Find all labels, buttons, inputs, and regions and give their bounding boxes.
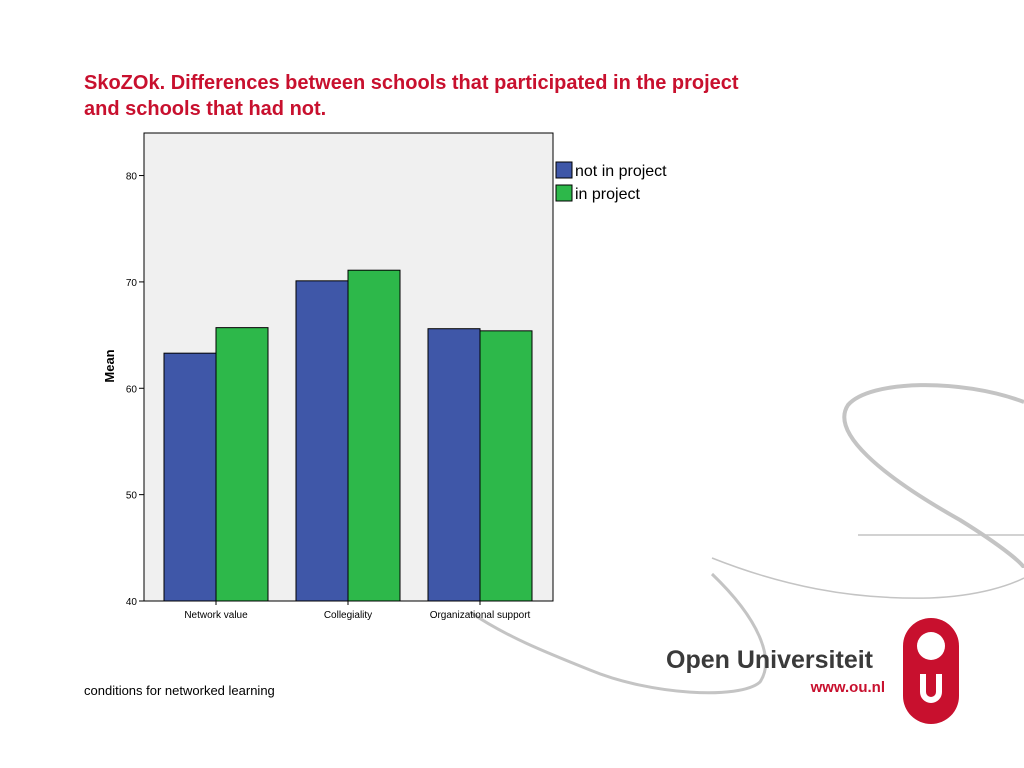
- x-axis: Network value Collegiality Organizational …: [184, 601, 531, 621]
- legend-swatch-not-in-project: [555, 161, 573, 179]
- decorative-swoosh-lines: [469, 383, 1024, 695]
- bar-not-in-project-2: [427, 328, 481, 602]
- y-axis-title: Mean: [102, 349, 117, 382]
- slide-title-line-1: SkoZOk. Differences between schools that…: [84, 72, 739, 94]
- y-tick-label: 70: [126, 278, 138, 289]
- x-tick-label: Collegiality: [324, 610, 372, 621]
- y-tick-label: 80: [126, 172, 138, 183]
- x-tick-label: Network value: [184, 610, 248, 621]
- y-axis: 40 50 60 70 80: [126, 172, 144, 608]
- bar-not-in-project-1: [295, 280, 349, 602]
- slide-title-line-2: and schools that had not.: [84, 98, 327, 120]
- slide-title: SkoZOk. Differences between schools that…: [84, 70, 864, 122]
- bar-not-in-project-0: [163, 352, 217, 602]
- x-tick-label: Organizational support: [430, 610, 531, 621]
- footer-text: conditions for networked learning: [84, 683, 275, 698]
- ou-logo-mark: [903, 618, 959, 724]
- bars-layer: [163, 269, 533, 602]
- open-universiteit-logo: Open Universiteit www.ou.nl: [666, 618, 959, 724]
- bar-in-project-2: [479, 330, 533, 602]
- logo-url-text: www.ou.nl: [810, 679, 885, 696]
- y-tick-label: 60: [126, 384, 138, 395]
- legend-label-not-in-project: not in project: [575, 163, 667, 180]
- legend-swatch-in-project: [555, 184, 573, 202]
- y-tick-label: 50: [126, 491, 138, 502]
- legend-label-in-project: in project: [575, 186, 640, 203]
- bar-in-project-1: [347, 269, 401, 602]
- chart-legend: not in project in project: [555, 161, 667, 203]
- bar-in-project-0: [215, 327, 269, 602]
- logo-name-text: Open Universiteit: [666, 646, 874, 674]
- y-tick-label: 40: [126, 597, 138, 608]
